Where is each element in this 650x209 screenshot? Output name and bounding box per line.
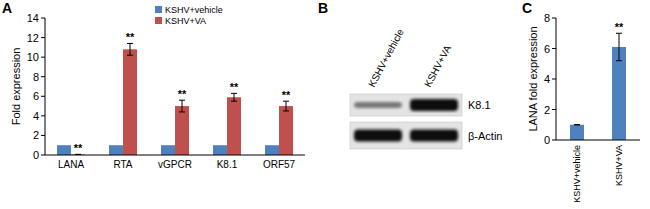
blot-strip bbox=[350, 94, 462, 116]
y-tick bbox=[552, 140, 556, 141]
y-tick-label: 4 bbox=[544, 73, 550, 85]
y-tick-label: 6 bbox=[544, 43, 550, 55]
y-tick bbox=[41, 18, 45, 19]
error-cap bbox=[283, 110, 289, 111]
y-tick-label: 6 bbox=[33, 90, 39, 102]
error-bar bbox=[234, 93, 235, 101]
error-bar bbox=[182, 100, 183, 112]
legend-label: KSHV+VA bbox=[165, 16, 206, 26]
band-label: β-Actin bbox=[468, 130, 502, 142]
x-tick-label: K8.1 bbox=[217, 159, 238, 170]
bar bbox=[123, 49, 137, 155]
panel-label: C bbox=[522, 0, 532, 16]
blot-band bbox=[354, 130, 402, 142]
y-tick bbox=[41, 57, 45, 58]
x-tick-label: vGPCR bbox=[158, 159, 192, 170]
y-axis bbox=[556, 18, 557, 140]
bar bbox=[161, 145, 175, 155]
y-axis-label: Fold expression bbox=[10, 48, 22, 126]
annotation: ** bbox=[615, 21, 624, 33]
blot-band bbox=[410, 130, 458, 142]
annotation: ** bbox=[126, 31, 135, 43]
error-cap bbox=[574, 124, 580, 125]
y-tick bbox=[41, 96, 45, 97]
figure: A Fold expression 0 2 4 6 8 10 12 14 LANA RTA vGPCR K… bbox=[0, 0, 650, 209]
error-bar bbox=[619, 33, 620, 60]
bar bbox=[570, 125, 584, 140]
y-tick bbox=[552, 18, 556, 19]
x-axis bbox=[45, 155, 305, 156]
error-cap bbox=[127, 55, 133, 56]
y-tick-label: 4 bbox=[33, 110, 39, 122]
legend-label: KSHV+vehicle bbox=[165, 5, 223, 15]
error-cap bbox=[231, 101, 237, 102]
y-tick bbox=[41, 135, 45, 136]
y-tick bbox=[552, 79, 556, 80]
bar bbox=[265, 145, 279, 155]
blot-band bbox=[410, 99, 458, 111]
blot-band bbox=[354, 102, 402, 108]
y-tick bbox=[41, 76, 45, 77]
y-tick-label: 12 bbox=[27, 32, 39, 44]
y-tick bbox=[41, 155, 45, 156]
y-tick-label: 0 bbox=[544, 134, 550, 146]
blot-strip bbox=[350, 122, 462, 149]
bars bbox=[57, 43, 293, 155]
panel-label: B bbox=[318, 0, 328, 16]
error-cap bbox=[574, 124, 580, 125]
bar bbox=[57, 145, 71, 155]
bars bbox=[570, 33, 626, 140]
annotation: ** bbox=[282, 89, 291, 101]
y-tick-label: 10 bbox=[27, 51, 39, 63]
annotation: ** bbox=[74, 142, 83, 154]
bar bbox=[612, 47, 626, 140]
bar bbox=[279, 106, 293, 155]
x-tick-label: ORF57 bbox=[263, 159, 296, 170]
y-tick-label: 14 bbox=[27, 12, 39, 24]
lane-label: KSHV+vehicle bbox=[366, 27, 406, 89]
y-axis bbox=[45, 18, 46, 155]
y-tick-label: 0 bbox=[33, 149, 39, 161]
bar bbox=[213, 145, 227, 155]
error-bar bbox=[286, 101, 287, 111]
annotation: ** bbox=[178, 88, 187, 100]
panel-label: A bbox=[2, 0, 12, 16]
y-tick-label: 8 bbox=[33, 71, 39, 83]
bar bbox=[175, 106, 189, 155]
legend-swatch bbox=[155, 17, 162, 24]
error-cap bbox=[616, 60, 622, 61]
error-bar bbox=[130, 43, 131, 55]
legend-swatch bbox=[155, 6, 162, 13]
error-cap bbox=[179, 111, 185, 112]
x-tick-label: LANA bbox=[58, 159, 84, 170]
bar bbox=[109, 145, 123, 155]
y-tick bbox=[41, 37, 45, 38]
y-tick-label: 2 bbox=[544, 104, 550, 116]
lane-label: KSHV+VA bbox=[422, 43, 453, 89]
y-tick-label: 2 bbox=[33, 129, 39, 141]
x-tick-label: KSHV+VA bbox=[614, 145, 624, 186]
band-label: K8.1 bbox=[468, 99, 491, 111]
y-tick bbox=[41, 115, 45, 116]
x-tick-label: KSHV+vehicle bbox=[572, 145, 582, 203]
y-axis-label: LANA fold expression bbox=[527, 26, 539, 131]
annotation: ** bbox=[230, 81, 239, 93]
y-tick-label: 8 bbox=[544, 12, 550, 24]
x-tick-label: RTA bbox=[113, 159, 132, 170]
y-tick bbox=[552, 109, 556, 110]
bar bbox=[227, 97, 241, 155]
x-axis bbox=[556, 140, 640, 141]
y-tick bbox=[552, 48, 556, 49]
